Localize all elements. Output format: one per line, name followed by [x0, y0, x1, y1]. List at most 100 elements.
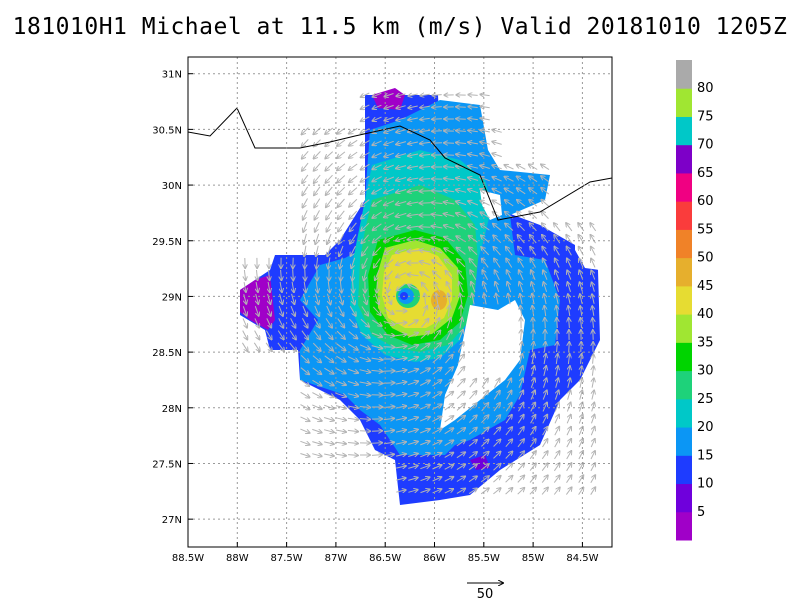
- wind-vector: [532, 366, 535, 377]
- wind-vector: [432, 238, 443, 241]
- wind-vector: [336, 442, 346, 444]
- wind-vector: [493, 200, 502, 207]
- wind-vector: [254, 318, 259, 327]
- wind-vector: [395, 418, 406, 420]
- wind-vector: [554, 439, 560, 448]
- wind-vector: [386, 270, 393, 280]
- wind-vector: [341, 269, 342, 281]
- wind-vector: [278, 305, 283, 316]
- wind-vector: [505, 464, 513, 471]
- y-tick-label: 31N: [162, 70, 182, 81]
- colorbar-segment: [676, 144, 692, 174]
- wind-vector: [300, 379, 309, 386]
- wind-vector: [556, 366, 558, 376]
- wind-vector: [256, 293, 259, 304]
- wind-vector: [591, 271, 596, 280]
- wind-vectors: [241, 93, 596, 495]
- wind-vector: [408, 466, 417, 469]
- wind-vector: [419, 405, 430, 410]
- wind-vector: [293, 269, 294, 281]
- wind-vector: [468, 224, 478, 231]
- wind-vector: [327, 245, 332, 256]
- wind-vector: [581, 354, 582, 364]
- wind-vector: [517, 165, 526, 170]
- wind-vector: [519, 270, 524, 281]
- wind-vector: [349, 163, 358, 170]
- colorbar-segment: [676, 257, 692, 287]
- wind-vector: [480, 106, 490, 107]
- wind-vector: [396, 190, 407, 193]
- wind-vector: [396, 490, 405, 492]
- wind-vector: [555, 247, 560, 256]
- wind-vector: [505, 235, 513, 244]
- wind-vector: [445, 343, 452, 352]
- wind-vector: [444, 167, 455, 168]
- wind-vector: [280, 293, 283, 304]
- wind-vector: [521, 330, 522, 341]
- wind-vector: [408, 118, 418, 120]
- wind-vector: [419, 417, 430, 422]
- colorbar-label: 10: [697, 477, 714, 492]
- wind-vector: [580, 282, 583, 292]
- wind-vector: [542, 403, 547, 412]
- wind-vector: [408, 94, 418, 96]
- wind-vector: [316, 245, 318, 256]
- wind-vector: [407, 357, 418, 362]
- wind-vector: [372, 187, 382, 193]
- wind-vector: [302, 162, 309, 171]
- wind-vector: [517, 476, 524, 483]
- wind-vector: [304, 233, 307, 244]
- wind-vector: [338, 305, 344, 316]
- wind-vector: [468, 452, 477, 459]
- wind-vector: [444, 367, 453, 376]
- wind-vector: [518, 378, 523, 388]
- wind-vector: [544, 294, 546, 305]
- wind-vector: [277, 342, 284, 351]
- wind-vector: [456, 452, 465, 459]
- wind-vector: [553, 475, 559, 483]
- wind-vector: [518, 235, 525, 244]
- wind-vector: [383, 334, 395, 336]
- wind-vector: [388, 281, 391, 293]
- wind-vector: [456, 178, 467, 180]
- wind-vector: [377, 281, 378, 293]
- wind-vector: [269, 269, 270, 280]
- wind-vector: [302, 127, 309, 135]
- wind-vector: [468, 142, 478, 144]
- wind-vector: [456, 119, 466, 120]
- wind-vector: [348, 331, 358, 339]
- wind-vector: [266, 318, 271, 327]
- wind-vector: [432, 95, 442, 96]
- wind-vector: [371, 358, 383, 360]
- wind-vector: [493, 440, 501, 447]
- wind-vector: [407, 393, 418, 398]
- wind-vector: [337, 151, 346, 158]
- wind-vector: [312, 454, 321, 457]
- wind-vector: [432, 465, 442, 470]
- wind-vector: [460, 294, 462, 305]
- wind-vector: [468, 201, 479, 206]
- wind-vector: [351, 245, 356, 256]
- wind-vector: [419, 393, 430, 398]
- wind-vector: [323, 418, 334, 421]
- wind-vector: [420, 356, 429, 363]
- wind-vector: [493, 415, 500, 424]
- wind-vector: [432, 249, 443, 254]
- wind-vector: [265, 330, 271, 340]
- wind-vector: [277, 330, 283, 340]
- wind-vector: [580, 403, 583, 412]
- wind-vector: [545, 342, 546, 353]
- wind-vector: [314, 162, 321, 171]
- wind-vector: [384, 247, 394, 254]
- wind-vector: [554, 451, 560, 460]
- wind-vector: [444, 214, 455, 217]
- wind-vector: [444, 237, 455, 242]
- wind-vector: [529, 188, 538, 195]
- wind-vector: [529, 427, 535, 436]
- wind-vector: [312, 442, 321, 445]
- wind-vector: [480, 130, 490, 132]
- wind-vector: [532, 354, 534, 365]
- wind-vector: [544, 306, 545, 317]
- wind-vector: [492, 189, 502, 194]
- wind-vector: [580, 306, 582, 316]
